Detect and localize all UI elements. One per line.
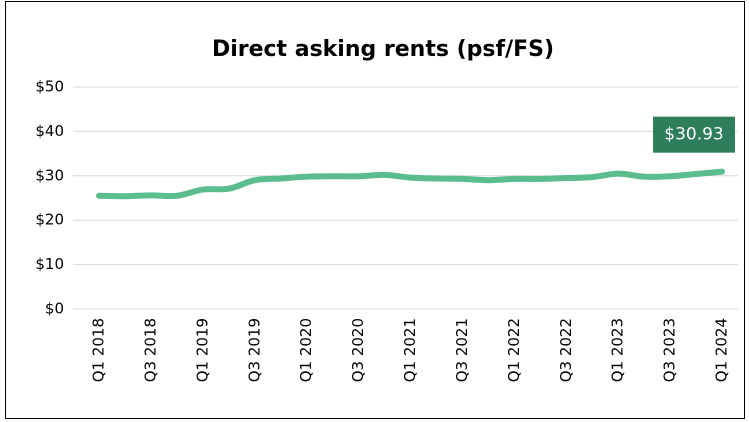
x-tick-label: Q1 2024 xyxy=(713,318,731,382)
x-tick-label: Q1 2022 xyxy=(505,318,523,382)
x-tick-label: Q3 2023 xyxy=(661,318,679,382)
y-tick-label: $50 xyxy=(35,78,64,96)
x-tick-label: Q3 2020 xyxy=(349,318,367,382)
x-tick-label: Q1 2023 xyxy=(609,318,627,382)
x-tick-label: Q3 2018 xyxy=(141,318,159,382)
y-tick-label: $10 xyxy=(35,255,64,273)
chart-title: Direct asking rents (psf/FS) xyxy=(212,37,554,62)
y-tick-label: $30 xyxy=(35,166,64,184)
x-tick-label: Q3 2019 xyxy=(245,318,263,382)
y-tick-label: $0 xyxy=(45,300,64,318)
chart-frame xyxy=(5,1,745,419)
data-line xyxy=(96,168,725,200)
x-tick-label: Q1 2018 xyxy=(90,318,108,382)
x-tick-label: Q1 2020 xyxy=(297,318,315,382)
x-tick-label: Q3 2022 xyxy=(557,318,575,382)
x-tick-label: Q1 2021 xyxy=(401,318,419,382)
y-tick-label: $20 xyxy=(35,211,64,229)
value-label-text: $30.93 xyxy=(664,125,723,145)
value-label-box xyxy=(653,116,735,153)
y-tick-label: $40 xyxy=(35,122,64,140)
x-tick-label: Q3 2021 xyxy=(453,318,471,382)
x-tick-label: Q1 2019 xyxy=(193,318,211,382)
value-label: $30.93 xyxy=(653,116,735,153)
